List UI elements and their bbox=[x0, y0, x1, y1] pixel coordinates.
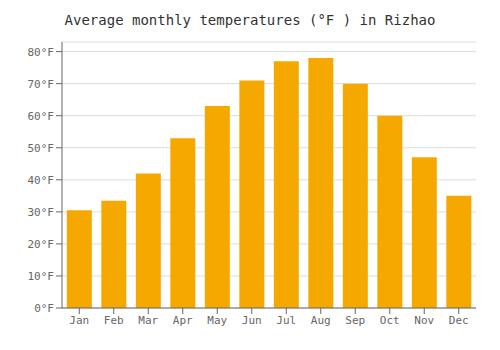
svg-text:20°F: 20°F bbox=[28, 238, 55, 251]
svg-text:Sep: Sep bbox=[345, 314, 365, 327]
svg-text:Dec: Dec bbox=[449, 314, 469, 327]
svg-text:May: May bbox=[207, 314, 227, 327]
svg-text:0°F: 0°F bbox=[34, 302, 54, 315]
html-text:Average monthly temperatures (: Average monthly temperatures (°F ) in Ri… bbox=[64, 12, 436, 28]
svg-text:70°F: 70°F bbox=[28, 78, 55, 91]
svg-text:Jul: Jul bbox=[276, 314, 296, 327]
svg-text:30°F: 30°F bbox=[28, 206, 55, 219]
svg-text:Mar: Mar bbox=[138, 314, 158, 327]
svg-text:Aug: Aug bbox=[311, 314, 331, 327]
svg-text:Oct: Oct bbox=[380, 314, 400, 327]
svg-text:40°F: 40°F bbox=[28, 174, 55, 187]
svg-text:Feb: Feb bbox=[104, 314, 124, 327]
svg-text:Jan: Jan bbox=[69, 314, 89, 327]
svg-text:50°F: 50°F bbox=[28, 142, 55, 155]
svg-text:60°F: 60°F bbox=[28, 110, 55, 123]
svg-text:Jun: Jun bbox=[242, 314, 262, 327]
svg-text:10°F: 10°F bbox=[28, 270, 55, 283]
svg-text:80°F: 80°F bbox=[28, 46, 55, 59]
svg-text:Nov: Nov bbox=[414, 314, 434, 327]
svg-text:Apr: Apr bbox=[173, 314, 193, 327]
